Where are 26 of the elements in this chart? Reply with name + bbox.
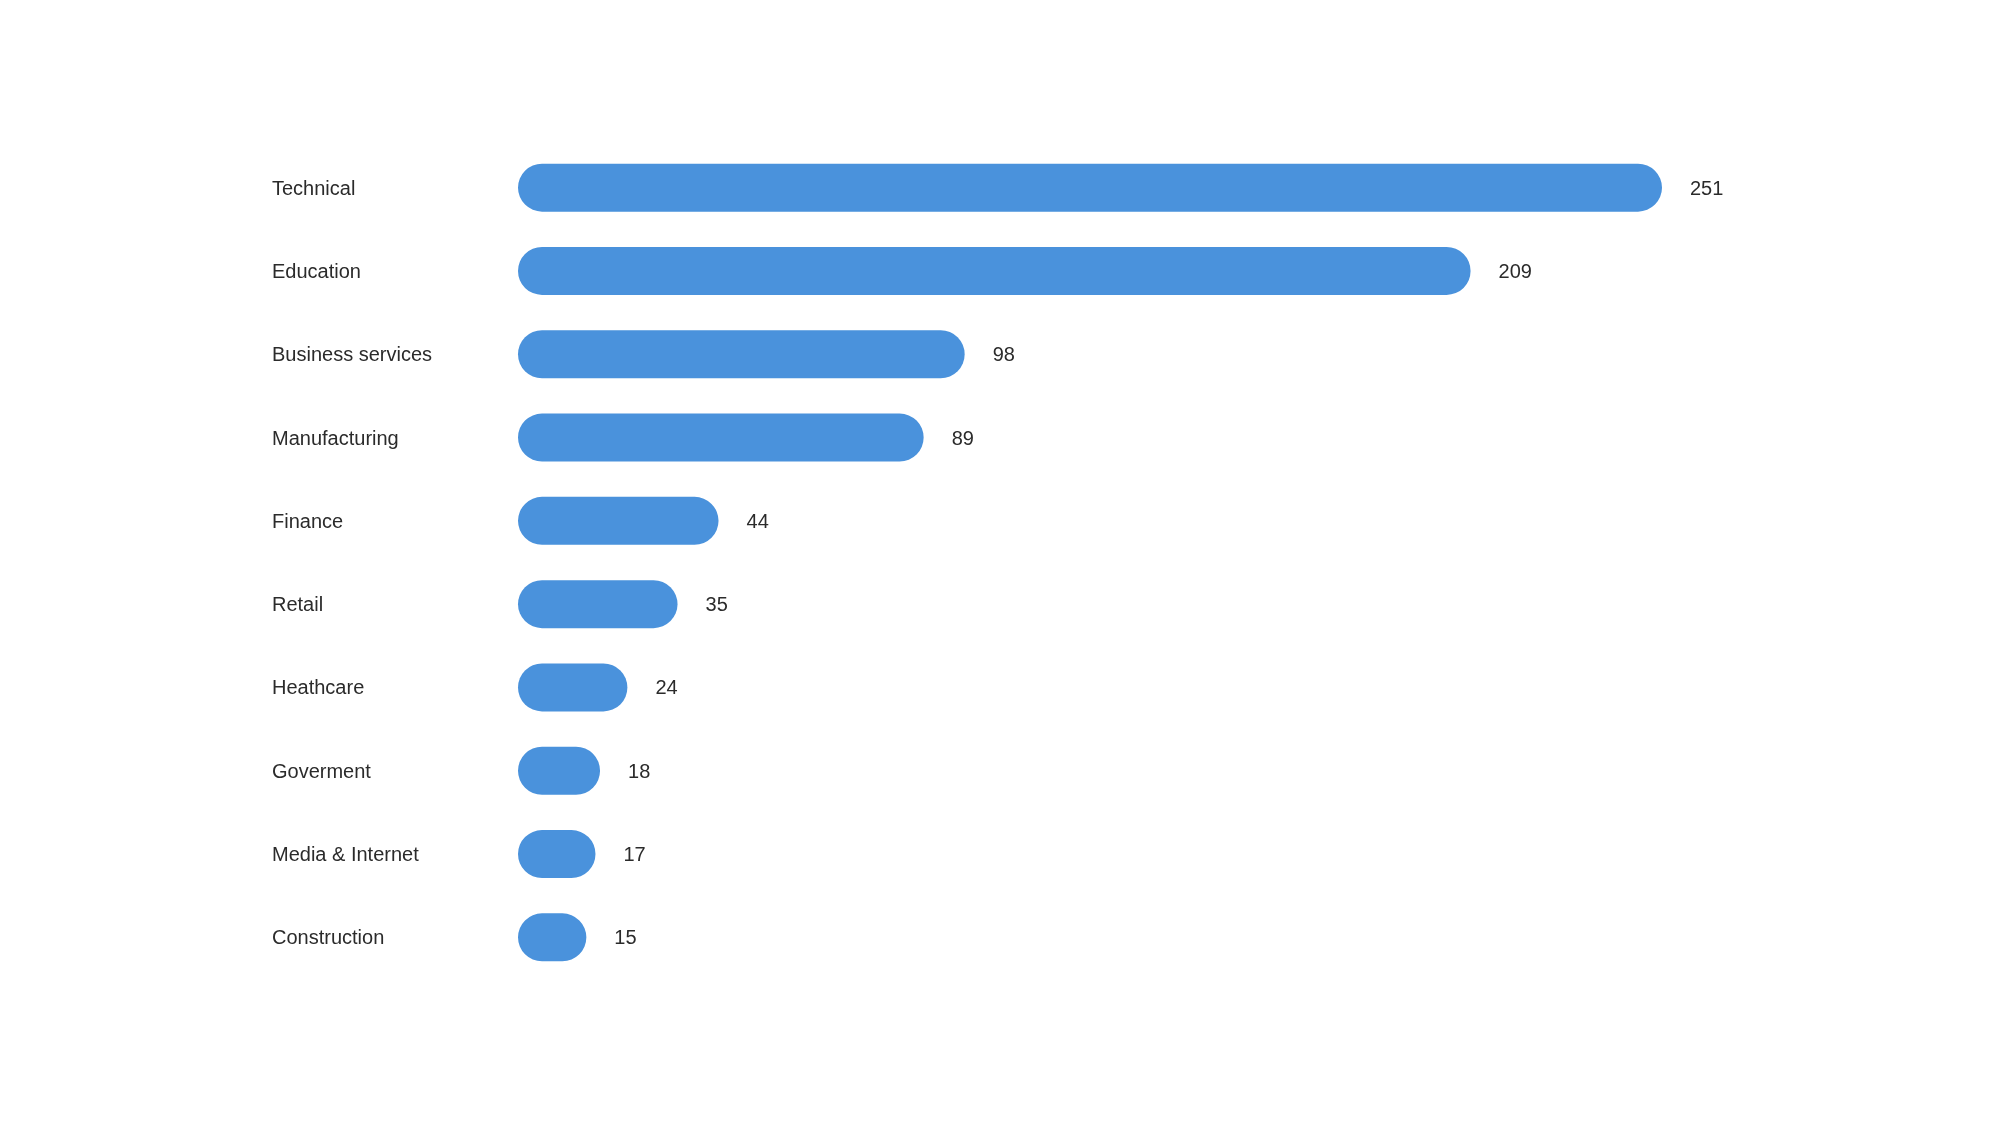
y-tick-label: Heathcare — [272, 676, 365, 699]
y-tick-label: Business services — [272, 343, 433, 366]
y-tick-label: Construction — [272, 926, 385, 949]
y-tick-label: Education — [272, 259, 361, 282]
data-label: 251 — [1690, 176, 1724, 199]
data-label: 35 — [705, 593, 728, 616]
data-label: 89 — [951, 426, 974, 449]
data-label: 44 — [746, 509, 769, 532]
bar — [518, 246, 1471, 295]
bar — [518, 413, 924, 462]
y-tick-label: Finance — [272, 509, 344, 532]
y-tick-label: Media & Internet — [272, 843, 420, 866]
data-label: 209 — [1498, 259, 1532, 282]
data-label: 17 — [623, 843, 646, 866]
y-tick-label: Retail — [272, 593, 324, 616]
data-label: 98 — [992, 343, 1015, 366]
bar — [518, 163, 1662, 212]
y-tick-label: Manufacturing — [272, 426, 399, 449]
data-label: 18 — [628, 759, 651, 782]
y-tick-label: Technical — [272, 176, 356, 199]
bar — [518, 496, 719, 545]
data-label: 24 — [655, 676, 678, 699]
bar — [518, 330, 965, 379]
data-label: 15 — [614, 926, 637, 949]
bar — [518, 580, 678, 629]
y-tick-label: Goverment — [272, 759, 372, 782]
